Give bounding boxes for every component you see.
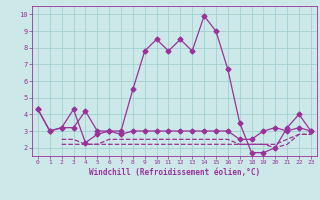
X-axis label: Windchill (Refroidissement éolien,°C): Windchill (Refroidissement éolien,°C): [89, 168, 260, 177]
